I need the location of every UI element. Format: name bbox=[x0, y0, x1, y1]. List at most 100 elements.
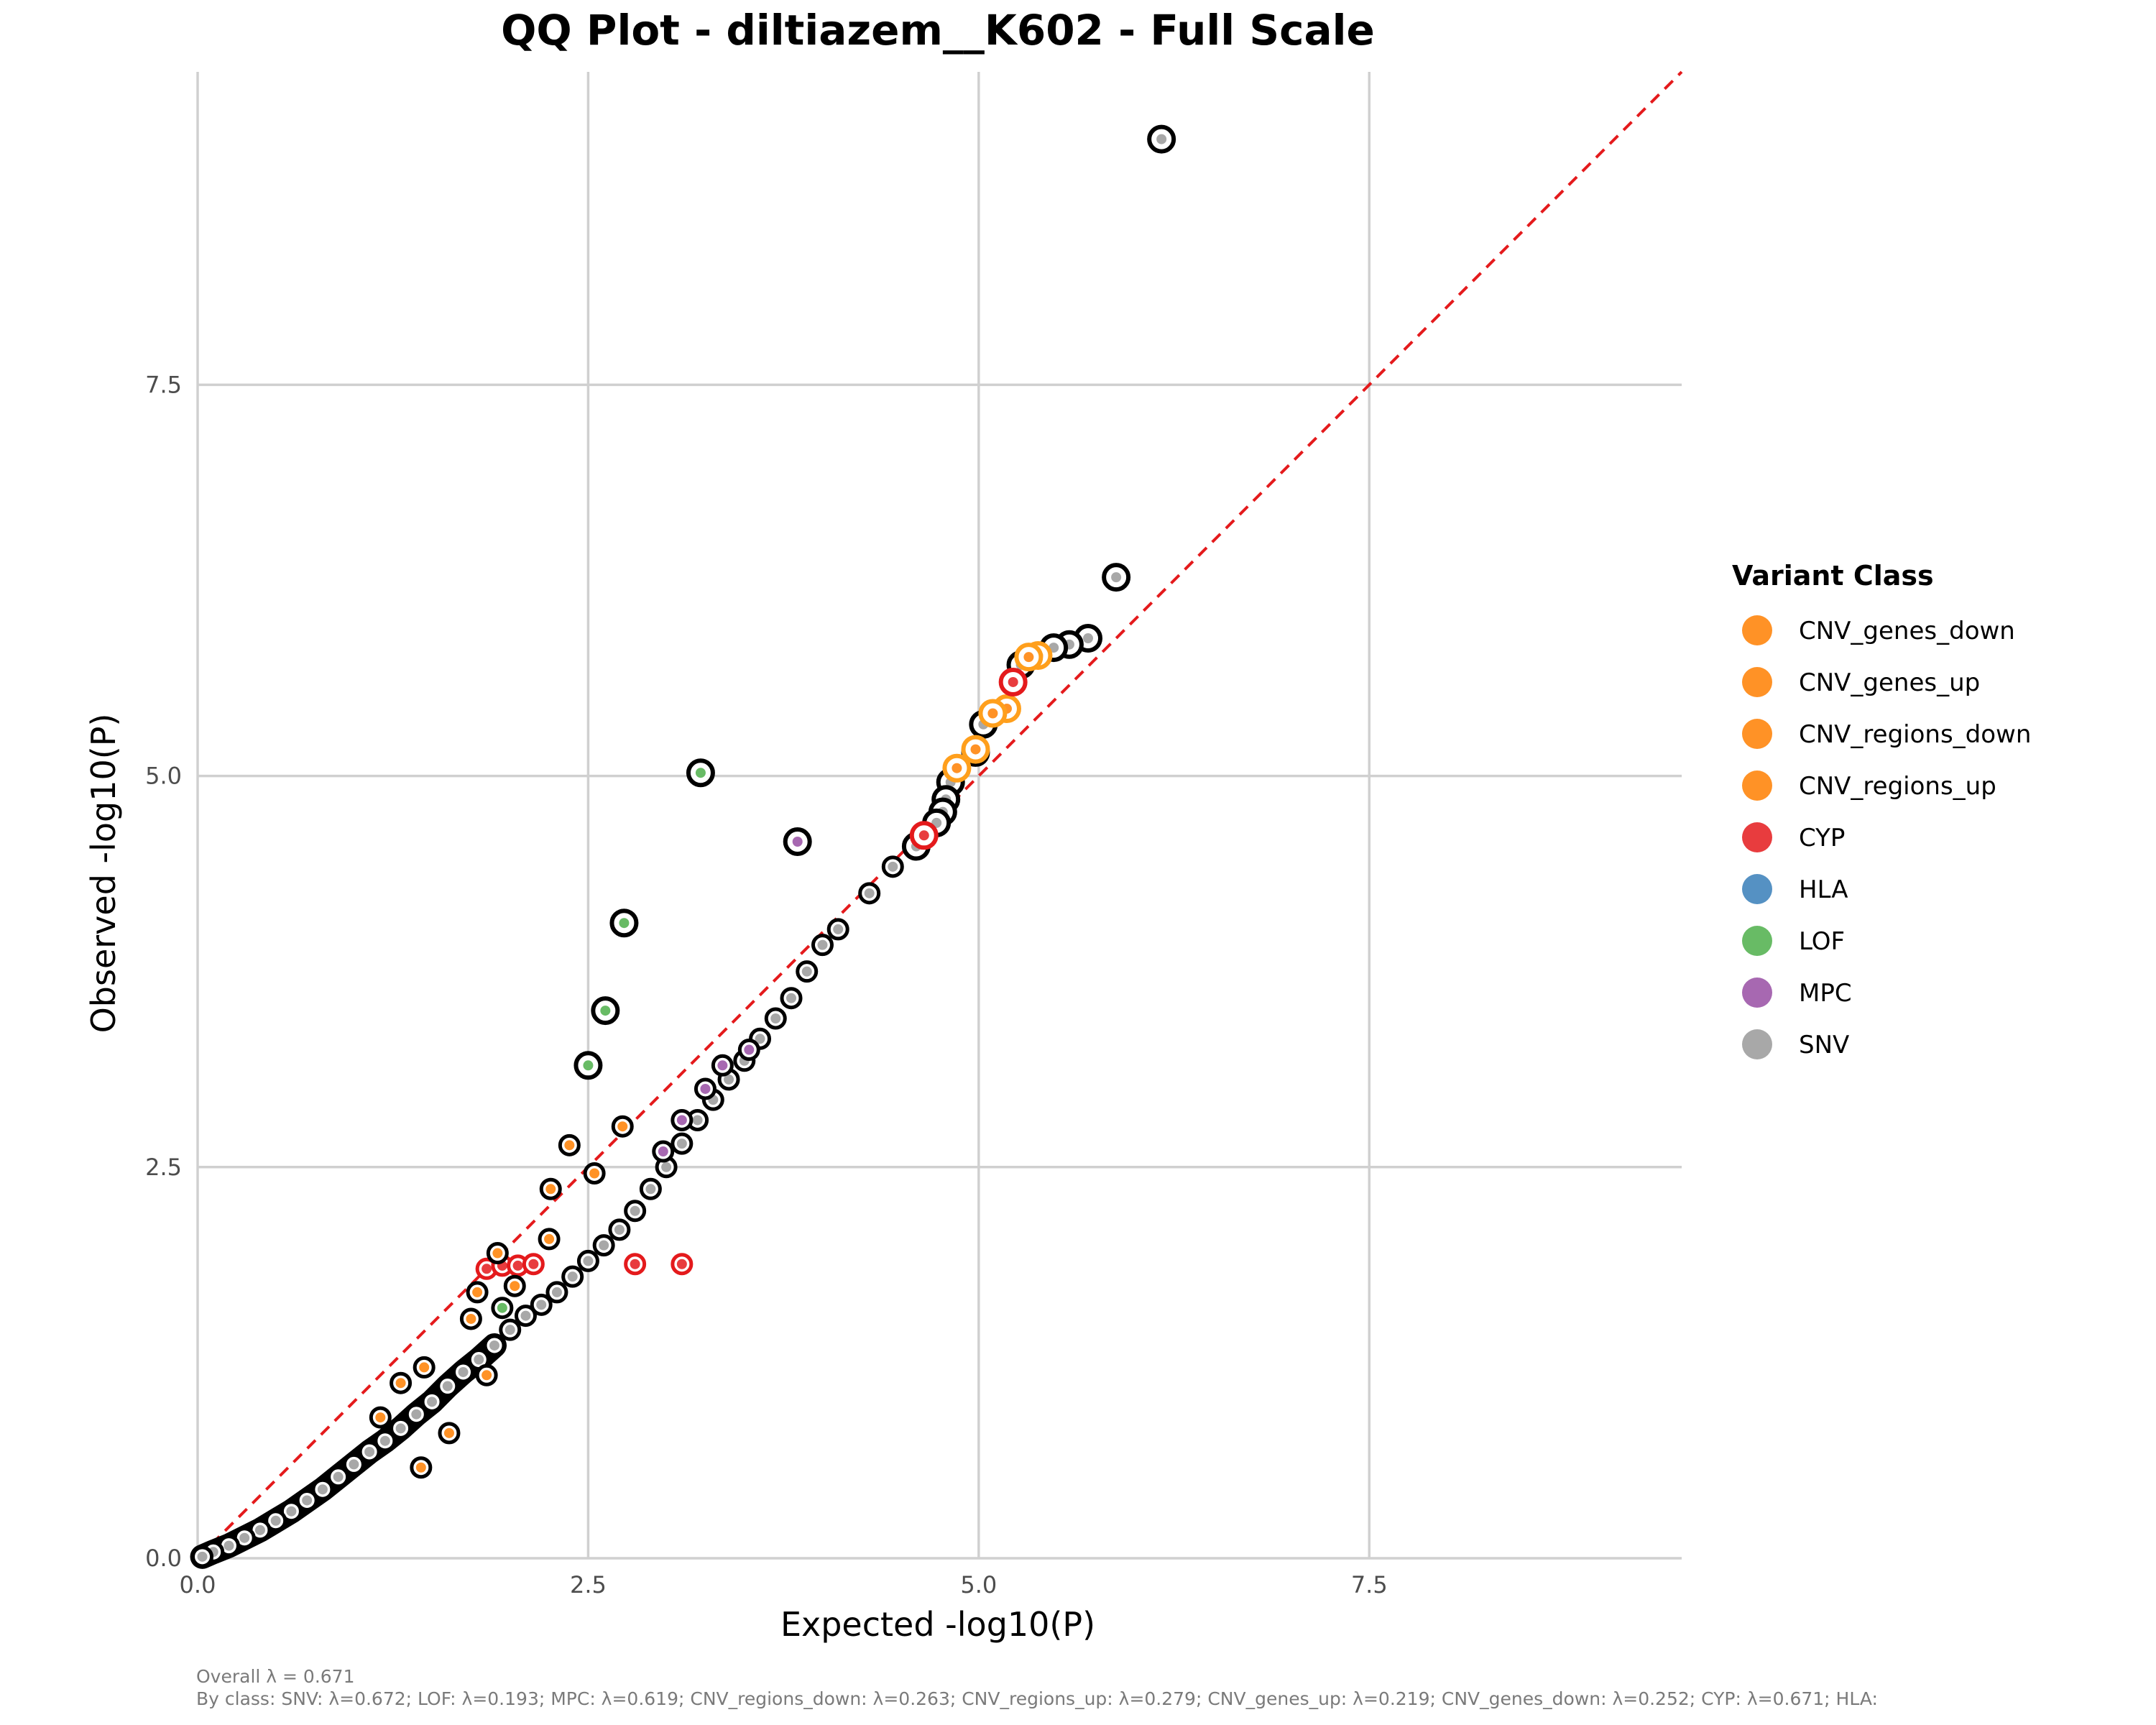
data-point bbox=[528, 1259, 539, 1269]
data-point bbox=[770, 1013, 781, 1024]
data-point bbox=[505, 1325, 515, 1335]
data-point bbox=[619, 918, 630, 929]
data-point bbox=[564, 1140, 575, 1151]
data-point bbox=[676, 1259, 687, 1269]
data-point bbox=[333, 1471, 344, 1482]
data-point bbox=[364, 1446, 375, 1457]
series-mpc bbox=[652, 827, 812, 1163]
data-point bbox=[661, 1162, 672, 1172]
data-point bbox=[239, 1532, 250, 1543]
data-point bbox=[411, 1409, 422, 1420]
data-point bbox=[482, 1370, 492, 1381]
legend-swatch bbox=[1742, 874, 1772, 904]
legend-swatch bbox=[1742, 978, 1772, 1008]
series-cnv-genes-down bbox=[390, 1228, 561, 1394]
data-point bbox=[489, 1340, 499, 1351]
data-point bbox=[379, 1435, 390, 1446]
legend-label: HLA bbox=[1799, 875, 1848, 904]
data-point bbox=[472, 1287, 483, 1297]
data-point bbox=[520, 1310, 531, 1321]
x-tick-label: 5.0 bbox=[960, 1571, 997, 1598]
legend-swatch bbox=[1742, 822, 1772, 852]
data-point bbox=[458, 1366, 469, 1377]
data-point bbox=[589, 1168, 600, 1179]
data-point bbox=[755, 1034, 765, 1044]
data-point bbox=[692, 1115, 703, 1126]
data-point bbox=[510, 1281, 520, 1292]
data-point bbox=[801, 966, 812, 977]
legend-label: MPC bbox=[1799, 979, 1852, 1008]
data-point bbox=[482, 1264, 492, 1274]
data-point bbox=[614, 1224, 625, 1235]
data-point bbox=[630, 1259, 640, 1269]
data-point bbox=[197, 1551, 208, 1562]
legend-swatch bbox=[1742, 667, 1772, 697]
data-point bbox=[1023, 652, 1034, 663]
data-point bbox=[427, 1397, 438, 1407]
x-axis-label: Expected -log10(P) bbox=[780, 1605, 1095, 1644]
data-point bbox=[833, 924, 844, 934]
caption-class-lambdas: By class: SNV: λ=0.672; LOF: λ=0.193; MP… bbox=[196, 1688, 1878, 1709]
legend-label: SNV bbox=[1799, 1031, 1849, 1059]
legend: Variant Class CNV_genes_down CNV_genes_up… bbox=[1732, 560, 2031, 1059]
data-point bbox=[676, 1138, 687, 1149]
caption-overall-lambda: Overall λ = 0.671 bbox=[196, 1666, 355, 1687]
data-point bbox=[492, 1248, 503, 1259]
grid-lines bbox=[196, 72, 1682, 1560]
y-axis-label: Observed -log10(P) bbox=[84, 714, 123, 1034]
data-point bbox=[545, 1184, 556, 1195]
x-tick-label: 0.0 bbox=[180, 1571, 216, 1598]
data-point bbox=[270, 1515, 281, 1526]
series-lof bbox=[491, 758, 715, 1320]
data-point bbox=[419, 1362, 430, 1373]
chart-title: QQ Plot - diltiazem__K602 - Full Scale bbox=[501, 6, 1375, 55]
legend-swatch bbox=[1742, 926, 1772, 956]
data-point bbox=[1083, 633, 1093, 644]
data-point bbox=[443, 1427, 454, 1438]
legend-title: Variant Class bbox=[1732, 560, 1934, 592]
data-point bbox=[512, 1260, 523, 1271]
legend-label: CYP bbox=[1799, 824, 1845, 852]
data-point bbox=[717, 1060, 728, 1071]
data-point bbox=[792, 837, 803, 847]
x-tick-label: 7.5 bbox=[1351, 1571, 1388, 1598]
data-point bbox=[466, 1313, 476, 1324]
data-point bbox=[317, 1484, 328, 1495]
data-point bbox=[551, 1287, 562, 1297]
y-tick-labels: 0.0 2.5 5.0 7.5 bbox=[145, 371, 182, 1572]
data-point bbox=[724, 1074, 734, 1085]
x-tick-label: 2.5 bbox=[570, 1571, 607, 1598]
y-tick-label: 5.0 bbox=[145, 763, 182, 790]
data-point bbox=[224, 1540, 234, 1551]
data-point bbox=[918, 830, 929, 841]
y-tick-label: 7.5 bbox=[145, 371, 182, 398]
data-point bbox=[375, 1412, 386, 1423]
data-point bbox=[1008, 676, 1018, 687]
data-point bbox=[599, 1240, 609, 1251]
data-point bbox=[700, 1083, 711, 1094]
data-point bbox=[952, 763, 962, 773]
legend-label: CNV_regions_up bbox=[1799, 772, 1996, 801]
data-point bbox=[583, 1060, 594, 1071]
legend-label: LOF bbox=[1799, 927, 1845, 956]
data-point bbox=[544, 1233, 555, 1244]
data-point bbox=[658, 1146, 668, 1157]
data-point bbox=[442, 1381, 453, 1392]
data-point bbox=[617, 1121, 628, 1132]
data-point bbox=[395, 1423, 406, 1434]
data-point bbox=[286, 1506, 297, 1517]
data-point bbox=[497, 1302, 507, 1313]
data-point bbox=[536, 1300, 547, 1310]
y-tick-label: 0.0 bbox=[145, 1545, 182, 1572]
data-point bbox=[786, 993, 796, 1003]
legend-label: CNV_genes_up bbox=[1799, 668, 1980, 697]
data-point bbox=[1111, 572, 1122, 583]
legend-swatch bbox=[1742, 770, 1772, 801]
data-point bbox=[415, 1462, 426, 1473]
data-point bbox=[676, 1115, 687, 1126]
data-point bbox=[395, 1378, 406, 1389]
data-point bbox=[864, 888, 875, 898]
x-axis-label-text: Expected -log10(P) bbox=[780, 1605, 1095, 1644]
